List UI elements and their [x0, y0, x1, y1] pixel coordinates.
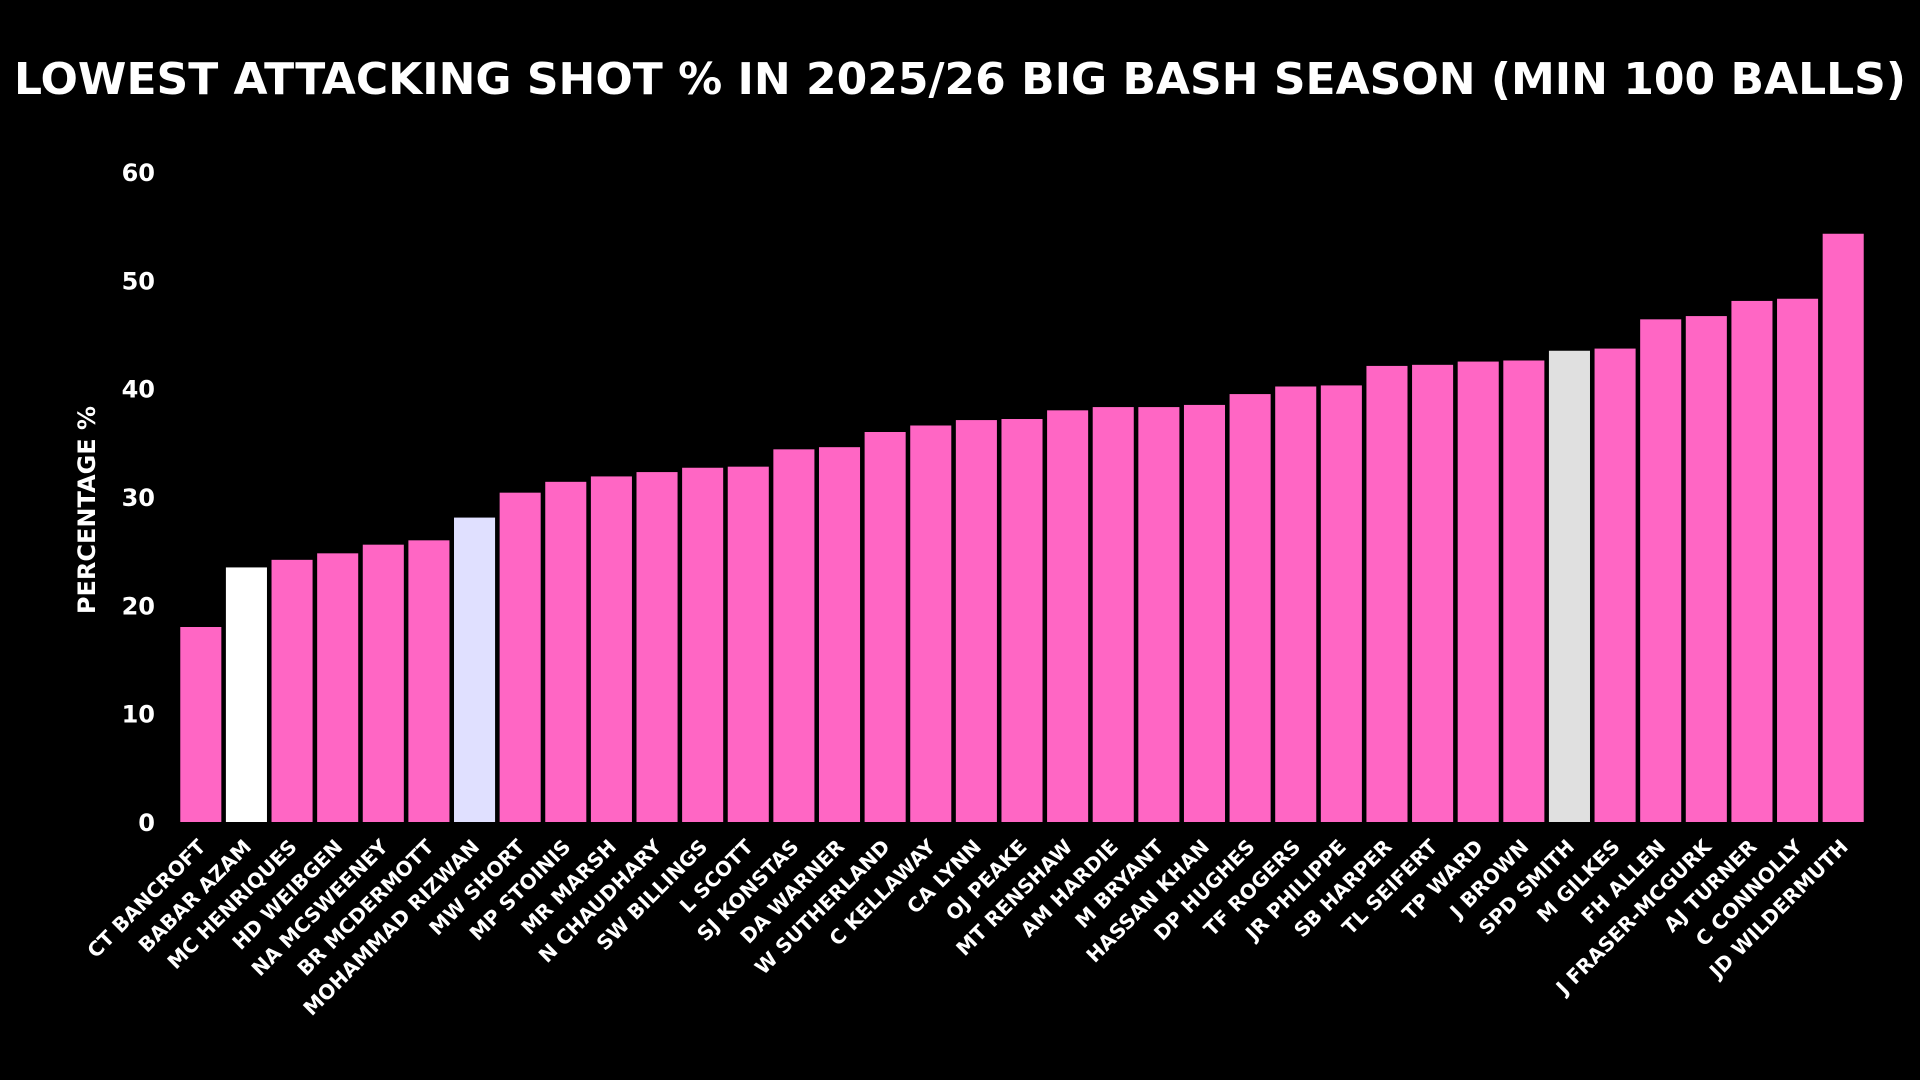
bar	[1047, 410, 1089, 822]
y-tick-label: 10	[122, 701, 155, 729]
bar	[317, 553, 359, 822]
y-tick-label: 40	[122, 376, 155, 404]
bar	[682, 467, 724, 822]
y-tick-label: 0	[138, 809, 155, 837]
bar	[408, 540, 450, 822]
bar	[225, 567, 267, 822]
y-tick-label: 30	[122, 484, 155, 512]
bar	[910, 425, 952, 822]
bar	[1138, 407, 1180, 822]
bar	[636, 472, 678, 822]
bar	[499, 492, 541, 822]
bar	[1685, 316, 1727, 822]
bars	[180, 233, 1864, 822]
bar	[1640, 319, 1682, 822]
y-axis-label: PERCENTAGE %	[73, 406, 101, 614]
bar	[727, 466, 769, 822]
bar	[773, 449, 815, 822]
bar	[362, 544, 404, 822]
bar	[1822, 233, 1864, 822]
bar	[1275, 386, 1317, 822]
chart-title: LOWEST ATTACKING SHOT % IN 2025/26 BIG B…	[14, 54, 1906, 105]
bar	[1366, 365, 1408, 822]
bar	[1229, 394, 1271, 822]
bar	[1777, 298, 1819, 822]
bar	[1320, 385, 1362, 822]
bar	[1594, 348, 1636, 822]
bar	[1001, 419, 1043, 822]
bar	[864, 432, 906, 822]
y-tick-label: 50	[122, 267, 155, 295]
bar	[818, 447, 861, 822]
y-axis-ticks: 0 10 20 30 40 50 60	[122, 159, 155, 837]
bar	[1548, 350, 1590, 822]
bar	[1503, 360, 1545, 822]
bar	[1731, 300, 1773, 822]
bar	[1183, 404, 1226, 822]
bar	[180, 627, 222, 822]
bar	[1412, 364, 1454, 822]
bar	[1457, 361, 1499, 822]
bar	[545, 481, 587, 822]
bar	[955, 420, 997, 822]
bar	[271, 559, 313, 822]
y-tick-label: 60	[122, 159, 155, 187]
y-tick-label: 20	[122, 592, 155, 620]
bar	[1092, 407, 1134, 822]
bar	[454, 517, 496, 822]
bar	[590, 476, 632, 822]
